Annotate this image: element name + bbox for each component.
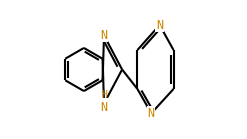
Bar	[99, 98, 110, 120]
Text: H: H	[101, 90, 107, 100]
Text: N: N	[101, 29, 108, 42]
Text: N: N	[101, 100, 108, 114]
Bar	[100, 28, 108, 42]
Bar	[155, 18, 164, 32]
Text: N: N	[148, 107, 155, 120]
Bar	[147, 106, 155, 120]
Text: N: N	[156, 18, 163, 32]
